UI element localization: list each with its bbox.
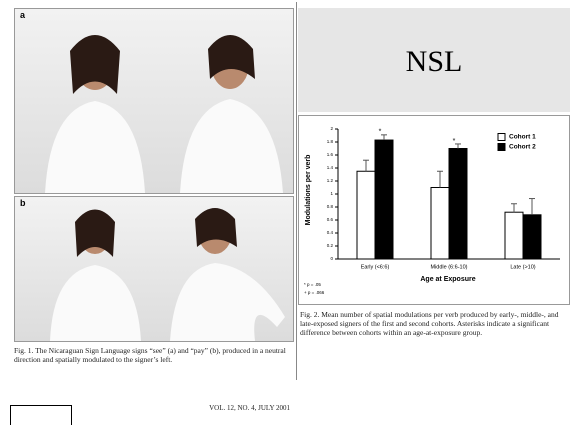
panel-label: a xyxy=(20,10,25,20)
shirt xyxy=(45,101,145,193)
y-tick-label: 0.2 xyxy=(327,243,334,248)
photo-b xyxy=(14,196,294,342)
y-tick-label: 0.4 xyxy=(327,230,334,235)
bar xyxy=(449,149,467,260)
footer: VOL. 12, NO. 4, JULY 2001 xyxy=(150,404,290,413)
figure-2-caption: Fig. 2. Mean number of spatial modulatio… xyxy=(300,310,568,355)
legend-label: Cohort 1 xyxy=(509,134,536,141)
corner-box xyxy=(10,405,72,425)
shirt xyxy=(170,263,285,341)
y-tick-label: 1.4 xyxy=(327,165,334,170)
y-tick-label: 0.6 xyxy=(327,217,334,222)
significance-mark: * xyxy=(379,129,382,136)
title: NSL xyxy=(298,45,570,79)
photo-a-figures xyxy=(15,9,293,193)
y-tick-label: 2 xyxy=(330,126,333,131)
photo-a xyxy=(14,8,294,194)
y-tick-label: 0 xyxy=(330,256,333,261)
note: * p = .05 xyxy=(304,282,321,287)
x-tick-label: Late (>10) xyxy=(510,264,535,270)
shirt xyxy=(180,99,283,193)
bar xyxy=(357,171,375,259)
y-tick-label: 1.6 xyxy=(327,152,334,157)
x-tick-label: Middle (6:6-10) xyxy=(431,264,468,270)
bar xyxy=(375,140,393,259)
y-tick-label: 0.8 xyxy=(327,204,334,209)
bar xyxy=(505,212,523,259)
x-tick-label: Early (<6:6) xyxy=(361,264,390,270)
page: a b Fig. 1. The Nicaraguan Sign Language… xyxy=(0,0,570,424)
figure-1-caption: Fig. 1. The Nicaraguan Sign Language sig… xyxy=(14,346,294,364)
legend-label: Cohort 2 xyxy=(509,144,536,151)
significance-mark: * xyxy=(453,138,456,145)
note: + p = .066 xyxy=(304,290,325,295)
panel-label: b xyxy=(20,198,26,208)
y-tick-label: 1.8 xyxy=(327,139,334,144)
y-axis-label: Modulations per verb xyxy=(305,155,312,226)
bar xyxy=(431,188,449,260)
bar xyxy=(523,215,541,259)
legend-swatch xyxy=(498,144,505,151)
legend-swatch xyxy=(498,134,505,141)
y-tick-label: 1 xyxy=(330,191,333,196)
chart: Modulations per verb Age at Exposure 0 0.… xyxy=(298,115,570,305)
shirt xyxy=(50,265,141,341)
x-axis-label: Age at Exposure xyxy=(420,276,475,283)
photo-b-figures xyxy=(15,197,293,341)
y-tick-label: 1.2 xyxy=(327,178,334,183)
